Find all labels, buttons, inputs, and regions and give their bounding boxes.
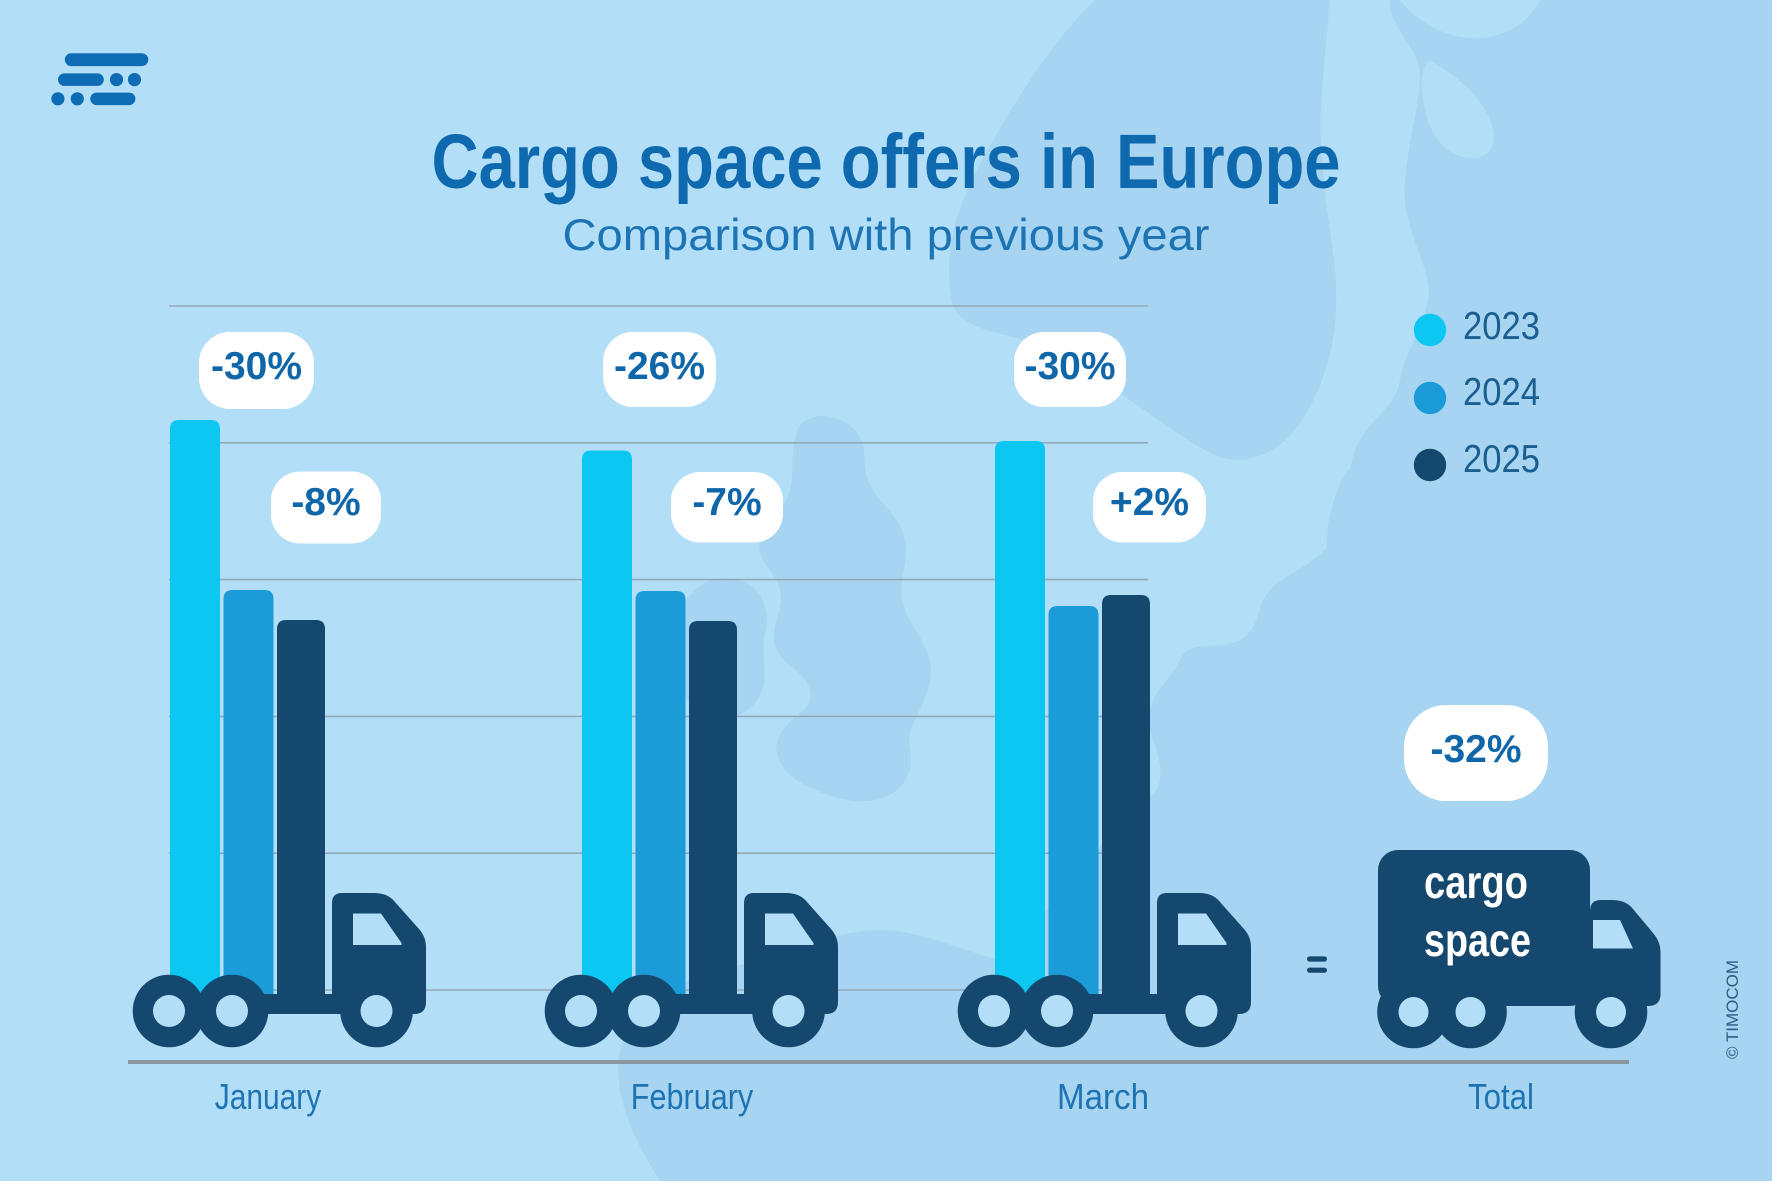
svg-text:-30%: -30% xyxy=(211,345,302,388)
svg-text:+2%: +2% xyxy=(1110,481,1189,524)
svg-text:2023: 2023 xyxy=(1463,305,1540,348)
svg-text:space: space xyxy=(1424,914,1531,966)
svg-text:2025: 2025 xyxy=(1463,438,1540,481)
svg-text:Cargo space offers in Europe: Cargo space offers in Europe xyxy=(432,119,1341,205)
svg-text:-32%: -32% xyxy=(1430,728,1521,771)
svg-text:-30%: -30% xyxy=(1024,345,1115,388)
svg-text:March: March xyxy=(1057,1076,1149,1117)
svg-text:-26%: -26% xyxy=(614,345,705,388)
svg-text:cargo: cargo xyxy=(1424,856,1528,908)
svg-text:Comparison with previous year: Comparison with previous year xyxy=(563,211,1210,260)
svg-text:Total: Total xyxy=(1468,1076,1534,1117)
svg-text:2024: 2024 xyxy=(1463,371,1540,414)
svg-text:© TIMOCOM: © TIMOCOM xyxy=(1724,960,1742,1059)
svg-text:January: January xyxy=(215,1076,322,1117)
svg-text:February: February xyxy=(631,1076,754,1117)
svg-text:-7%: -7% xyxy=(692,481,761,524)
svg-text:-8%: -8% xyxy=(291,481,360,524)
